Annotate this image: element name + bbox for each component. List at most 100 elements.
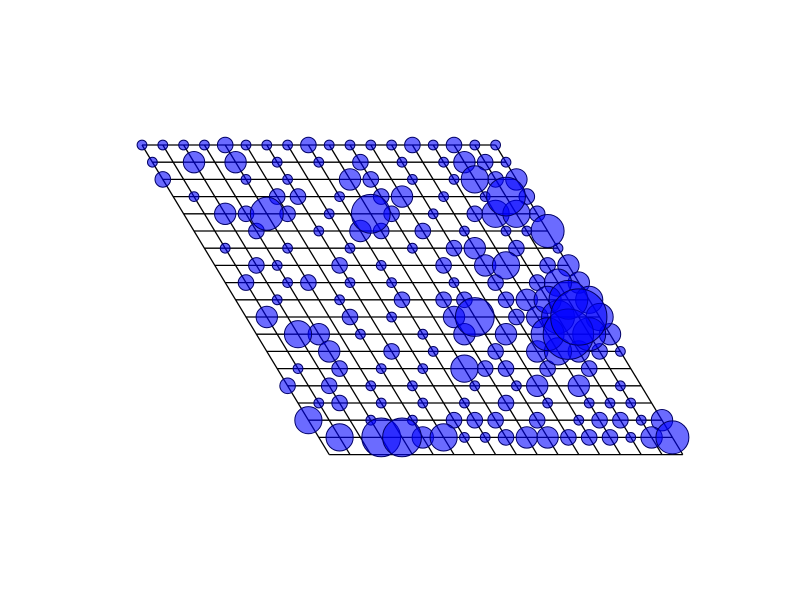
site-marker [542, 397, 553, 409]
site-marker [407, 174, 418, 185]
site-marker [583, 397, 595, 409]
site-marker [567, 374, 590, 397]
site-marker [536, 426, 559, 449]
site-marker [331, 394, 348, 412]
site-marker [448, 277, 460, 289]
site-marker [341, 308, 359, 326]
site-marker [282, 277, 294, 289]
site-marker [591, 411, 608, 429]
site-marker [500, 225, 512, 237]
site-marker [459, 225, 470, 237]
site-marker [282, 139, 294, 151]
site-marker [224, 151, 247, 174]
site-marker [386, 277, 398, 289]
site-marker [491, 251, 521, 280]
site-marker [463, 237, 486, 260]
site-marker [417, 328, 429, 340]
site-marker [350, 193, 391, 234]
site-marker [313, 225, 325, 237]
site-marker [487, 411, 504, 429]
site-marker [289, 188, 307, 205]
site-marker [479, 432, 491, 443]
site-marker [427, 139, 439, 151]
site-marker [331, 257, 348, 274]
site-marker [300, 274, 317, 291]
site-marker [323, 139, 335, 151]
site-marker [497, 429, 515, 446]
site-marker [655, 420, 690, 455]
site-marker [300, 136, 317, 154]
site-marker [560, 429, 577, 446]
site-marker [494, 323, 518, 346]
site-marker [407, 242, 418, 254]
site-marker [454, 297, 495, 337]
site-marker [334, 191, 346, 203]
site-marker [404, 136, 421, 154]
grid-column-line [328, 144, 517, 455]
site-marker [344, 139, 356, 151]
site-marker [417, 397, 429, 409]
site-marker [365, 139, 377, 151]
site-marker [147, 156, 158, 168]
site-marker [344, 242, 356, 254]
site-marker [271, 260, 283, 271]
site-marker [383, 343, 400, 360]
site-marker [511, 380, 522, 392]
site-marker [182, 151, 206, 174]
site-marker [427, 346, 439, 357]
site-marker [438, 191, 450, 203]
site-marker [625, 432, 637, 443]
site-marker [136, 139, 148, 151]
site-marker [248, 257, 265, 274]
site-marker [344, 277, 356, 289]
grid-column-line [287, 144, 476, 455]
site-marker [429, 423, 458, 452]
site-marker [500, 156, 512, 168]
site-marker [435, 257, 452, 274]
site-marker [214, 202, 237, 226]
site-marker [199, 139, 210, 151]
site-marker [497, 291, 515, 309]
site-marker [580, 360, 598, 377]
site-marker [375, 260, 387, 271]
site-marker [323, 208, 335, 220]
site-marker [487, 343, 504, 360]
site-marker [283, 320, 313, 349]
site-marker [386, 311, 398, 323]
site-marker [601, 429, 619, 446]
site-marker [604, 397, 616, 409]
site-marker [382, 417, 422, 458]
site-marker [261, 139, 273, 151]
site-marker [550, 288, 608, 346]
site-marker [188, 191, 200, 203]
site-marker [450, 354, 479, 383]
site-marker [355, 328, 366, 340]
site-marker [375, 397, 387, 409]
site-marker [515, 426, 538, 449]
site-marker [469, 380, 481, 392]
site-marker [375, 363, 387, 375]
site-marker [445, 136, 463, 154]
site-marker [393, 291, 411, 309]
site-marker [521, 225, 533, 237]
site-marker [255, 305, 278, 329]
site-marker [271, 294, 283, 306]
site-marker [365, 380, 377, 392]
site-marker [635, 414, 647, 426]
site-marker [338, 168, 362, 191]
site-marker [526, 374, 549, 397]
site-marker [249, 196, 284, 231]
site-marker [386, 139, 398, 151]
site-marker [237, 274, 255, 291]
site-marker [476, 360, 494, 377]
site-marker [352, 153, 369, 171]
site-marker [497, 394, 515, 412]
site-marker [282, 242, 294, 254]
site-marker [325, 423, 354, 452]
site-marker [240, 174, 252, 185]
site-marker [528, 411, 546, 429]
site-marker [157, 139, 169, 151]
site-marker [459, 397, 470, 409]
site-marker [282, 174, 294, 185]
